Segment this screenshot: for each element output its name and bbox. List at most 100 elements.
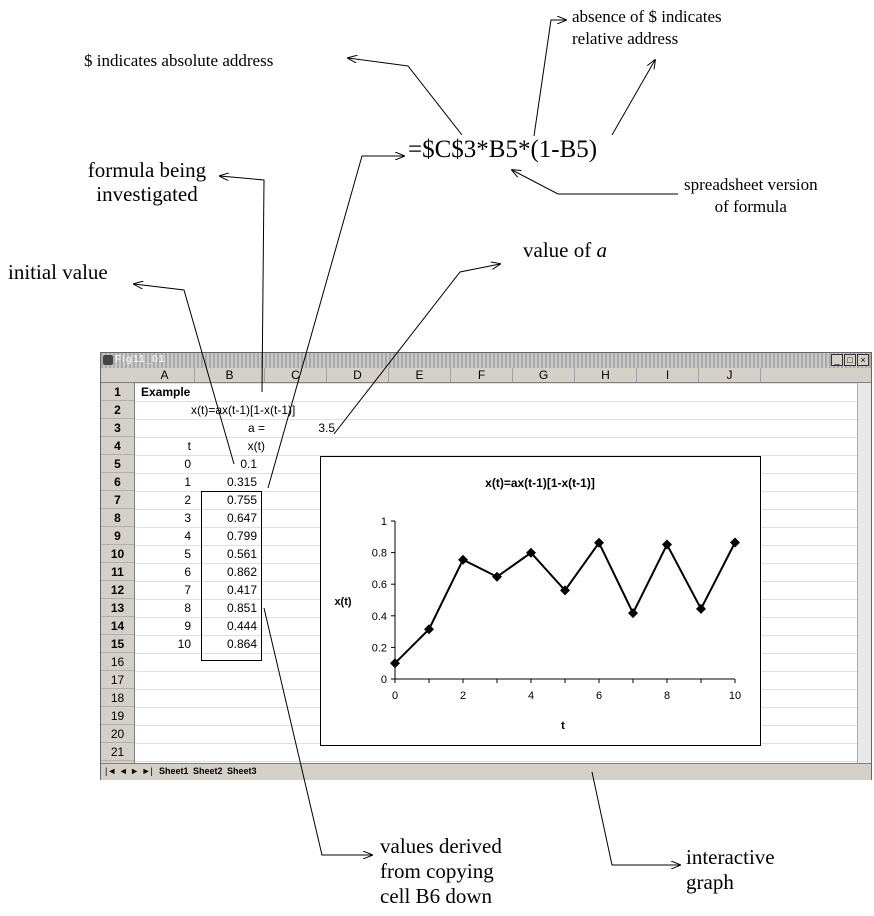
annotation-investigated-line2: investigated: [96, 182, 198, 206]
sheet-nav-buttons[interactable]: |◄ ◄ ► ►|: [105, 766, 153, 776]
y-tick-label: 0.4: [372, 611, 387, 623]
x-axis-label: t: [561, 720, 565, 732]
row-header-3[interactable]: 3: [101, 419, 134, 437]
cell-a1[interactable]: Example: [141, 385, 191, 399]
copied-range-box: [201, 491, 262, 661]
cell-b3[interactable]: a =: [247, 421, 265, 435]
chart-area[interactable]: x(t)=ax(t-1)[1-x(t-1)] 0 0.2 0.4 0.6 0.8 1 0 2 4…: [320, 456, 761, 746]
series-line: [394, 540, 736, 664]
annotation-value-of-a-prefix: value of: [523, 238, 597, 262]
cell-b4[interactable]: x(t): [247, 439, 265, 453]
cell-a7[interactable]: 2: [184, 493, 191, 507]
cell-b8[interactable]: 0.647: [226, 511, 257, 525]
row-headers: 12345678910111213141516171819202122: [101, 383, 135, 779]
cell-b9[interactable]: 0.799: [226, 529, 257, 543]
excel-app-icon[interactable]: [103, 355, 113, 365]
column-header-d[interactable]: D: [327, 368, 389, 382]
data-point: [696, 603, 706, 614]
data-point: [560, 585, 570, 596]
data-point: [662, 539, 672, 550]
y-tick-label: 0.6: [372, 579, 387, 591]
x-tick-label: 0: [392, 690, 398, 702]
cell-a15[interactable]: 10: [177, 637, 191, 651]
cell-a9[interactable]: 4: [184, 529, 191, 543]
row-header-17[interactable]: 17: [101, 671, 134, 689]
cell-b14[interactable]: 0.444: [226, 619, 257, 633]
tab-sheet1[interactable]: Sheet1: [159, 766, 189, 776]
data-point: [458, 554, 468, 565]
data-point: [628, 608, 638, 619]
row-header-6[interactable]: 6: [101, 473, 134, 491]
row-header-18[interactable]: 18: [101, 689, 134, 707]
row-header-1[interactable]: 1: [101, 383, 134, 401]
column-header-h[interactable]: H: [575, 368, 637, 382]
row-header-21[interactable]: 21: [101, 743, 134, 761]
cell-b10[interactable]: 0.561: [226, 547, 257, 561]
y-tick-label: 0: [381, 674, 387, 686]
cell-b2[interactable]: x(t)=ax(t-1)[1-x(t-1)]: [191, 403, 296, 417]
cell-a8[interactable]: 3: [184, 511, 191, 525]
column-header-e[interactable]: E: [389, 368, 451, 382]
annotation-derived-line3: cell B6 down: [380, 884, 492, 908]
annotation-spreadsheet-version: spreadsheet version of formula: [684, 174, 818, 218]
row-header-19[interactable]: 19: [101, 707, 134, 725]
cell-a6[interactable]: 1: [184, 475, 191, 489]
cell-a14[interactable]: 9: [184, 619, 191, 633]
row-header-4[interactable]: 4: [101, 437, 134, 455]
data-point: [594, 537, 604, 548]
cell-b15[interactable]: 0.864: [226, 637, 257, 651]
cell-a10[interactable]: 5: [184, 547, 191, 561]
row-header-9[interactable]: 9: [101, 527, 134, 545]
cell-a12[interactable]: 7: [184, 583, 191, 597]
column-header-i[interactable]: I: [637, 368, 699, 382]
data-point: [526, 547, 536, 558]
minimize-button[interactable]: _: [831, 354, 843, 366]
column-header-g[interactable]: G: [513, 368, 575, 382]
row-header-5[interactable]: 5: [101, 455, 134, 473]
column-header-b[interactable]: B: [195, 368, 265, 382]
data-point: [424, 624, 434, 635]
cell-b11[interactable]: 0.862: [226, 565, 257, 579]
cell-a13[interactable]: 8: [184, 601, 191, 615]
vertical-scrollbar[interactable]: [857, 383, 871, 763]
window-titlebar[interactable]: Fig11_01 _ □ ×: [101, 353, 871, 368]
row-header-7[interactable]: 7: [101, 491, 134, 509]
column-header-j[interactable]: J: [699, 368, 761, 382]
maximize-button[interactable]: □: [844, 354, 856, 366]
row-header-12[interactable]: 12: [101, 581, 134, 599]
close-button[interactable]: ×: [857, 354, 869, 366]
row-header-11[interactable]: 11: [101, 563, 134, 581]
cell-b6[interactable]: 0.315: [226, 475, 257, 489]
cell-b5[interactable]: 0.1: [240, 457, 257, 471]
cell-c3[interactable]: 3.5: [318, 421, 335, 435]
x-tick-label: 6: [596, 690, 602, 702]
column-header-c[interactable]: C: [265, 368, 327, 382]
sheet-tabs: |◄ ◄ ► ►| Sheet1 Sheet2 Sheet3: [101, 763, 871, 780]
cell-a4[interactable]: t: [187, 439, 191, 453]
x-tick-label: 10: [729, 690, 741, 702]
row-header-2[interactable]: 2: [101, 401, 134, 419]
x-tick-label: 2: [460, 690, 466, 702]
row-header-15[interactable]: 15: [101, 635, 134, 653]
annotation-graph-line2: graph: [686, 870, 734, 894]
cell-b12[interactable]: 0.417: [226, 583, 257, 597]
tab-sheet2[interactable]: Sheet2: [193, 766, 223, 776]
cell-a5[interactable]: 0: [184, 457, 191, 471]
line-chart[interactable]: x(t)=ax(t-1)[1-x(t-1)] 00.20.40.60.810 2 4…: [321, 457, 760, 745]
row-header-20[interactable]: 20: [101, 725, 134, 743]
row-header-13[interactable]: 13: [101, 599, 134, 617]
row-header-16[interactable]: 16: [101, 653, 134, 671]
data-point: [390, 658, 400, 669]
column-header-f[interactable]: F: [451, 368, 513, 382]
data-point: [492, 571, 502, 582]
row-header-14[interactable]: 14: [101, 617, 134, 635]
row-header-8[interactable]: 8: [101, 509, 134, 527]
column-header-a[interactable]: A: [135, 368, 195, 382]
cell-a11[interactable]: 6: [184, 565, 191, 579]
row-header-10[interactable]: 10: [101, 545, 134, 563]
tab-sheet3[interactable]: Sheet3: [227, 766, 257, 776]
cell-b7[interactable]: 0.755: [226, 493, 257, 507]
annotation-value-of-a: value of a: [523, 238, 607, 262]
cell-b13[interactable]: 0.851: [226, 601, 257, 615]
